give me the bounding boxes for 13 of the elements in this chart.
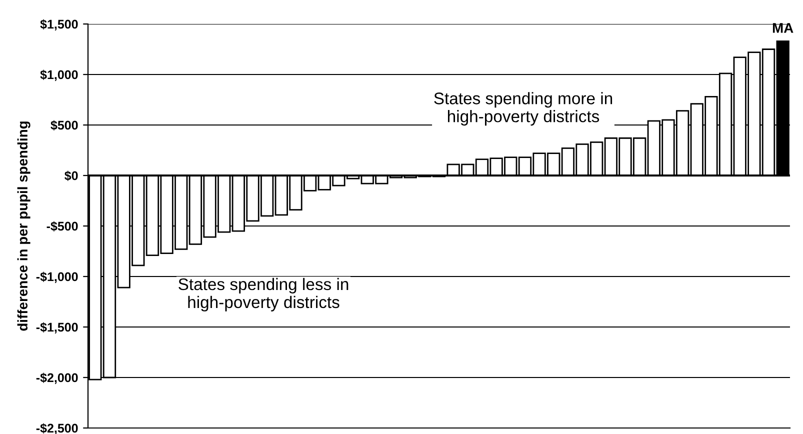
- y-tick-label: -$1,000: [36, 272, 78, 283]
- y-tick-label: -$2,500: [36, 423, 78, 434]
- annotation: States spending less in high-poverty districts: [178, 278, 348, 312]
- annotation: States spending more in high-poverty districts: [434, 92, 612, 126]
- data-label: MA: [772, 23, 794, 33]
- y-tick-label: -$500: [46, 221, 78, 232]
- y-tick-label: $0: [64, 170, 78, 181]
- y-axis-title: difference in per pupil spending: [17, 122, 30, 331]
- y-tick-label: -$1,500: [36, 322, 78, 334]
- y-tick-label: $500: [50, 120, 78, 130]
- y-tick-label: $1,500: [40, 19, 78, 30]
- y-tick-label: $1,000: [40, 70, 78, 81]
- y-tick-label: -$2,000: [36, 372, 78, 384]
